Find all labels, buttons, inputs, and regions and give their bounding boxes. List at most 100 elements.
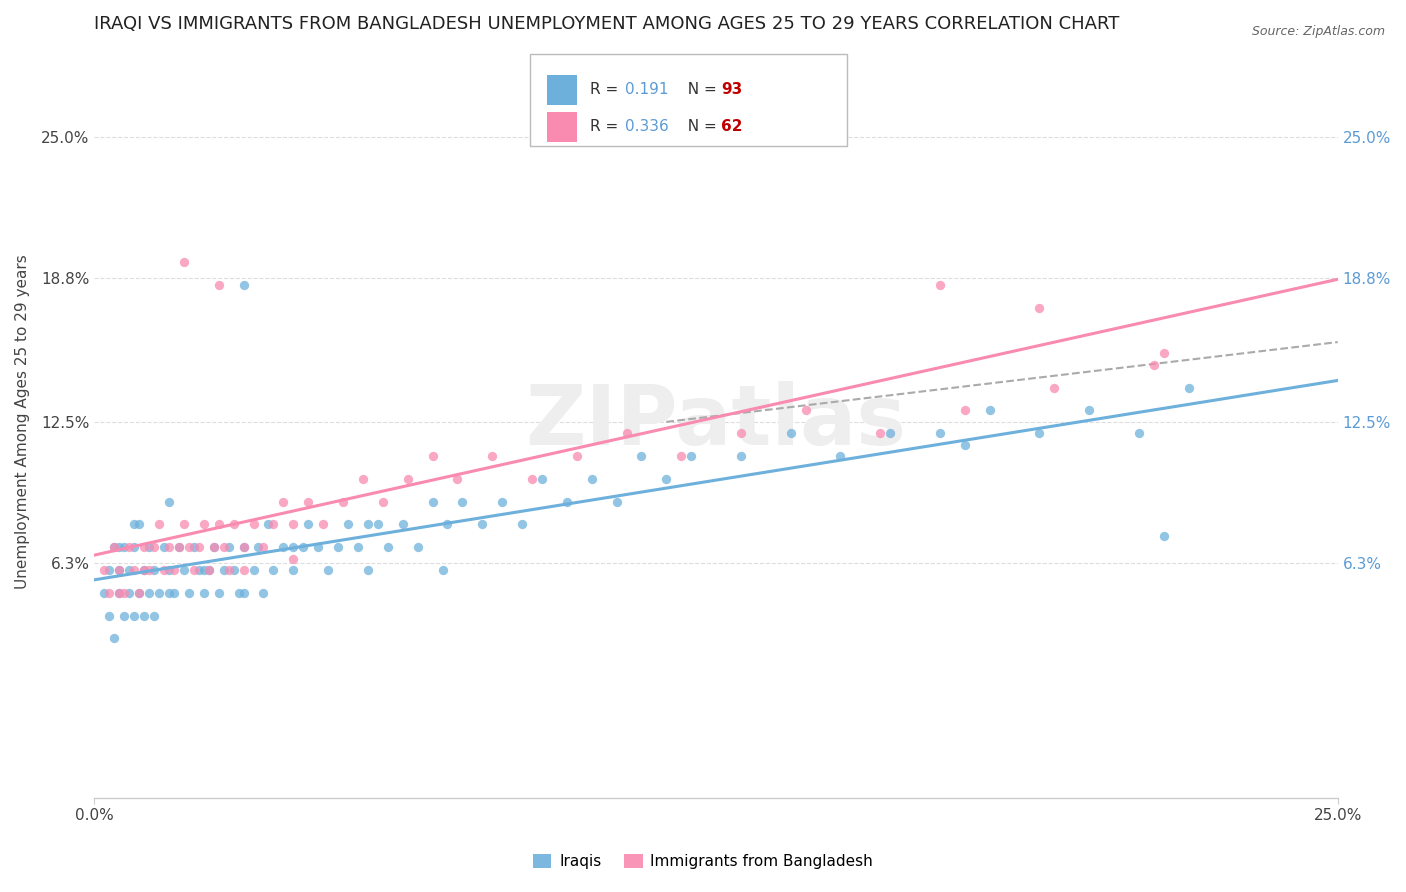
Point bbox=[138, 563, 160, 577]
Legend: Iraqis, Immigrants from Bangladesh: Iraqis, Immigrants from Bangladesh bbox=[527, 848, 879, 875]
Point bbox=[1143, 358, 1166, 372]
Point bbox=[98, 608, 121, 623]
Point bbox=[222, 517, 245, 532]
Point bbox=[979, 403, 1001, 417]
Point bbox=[262, 517, 284, 532]
Point bbox=[730, 449, 752, 463]
Point bbox=[307, 541, 329, 555]
Point bbox=[232, 541, 254, 555]
Point bbox=[451, 494, 474, 508]
Text: Source: ZipAtlas.com: Source: ZipAtlas.com bbox=[1251, 25, 1385, 38]
Point bbox=[422, 449, 444, 463]
Point bbox=[202, 541, 225, 555]
Point bbox=[371, 494, 394, 508]
Point bbox=[167, 541, 190, 555]
Point bbox=[218, 541, 240, 555]
Text: R =: R = bbox=[591, 82, 624, 97]
Point bbox=[108, 586, 131, 600]
Point bbox=[422, 494, 444, 508]
Text: 93: 93 bbox=[721, 82, 742, 97]
Point bbox=[283, 563, 305, 577]
Point bbox=[112, 586, 135, 600]
Point bbox=[208, 278, 231, 293]
Point bbox=[183, 563, 205, 577]
Point bbox=[163, 586, 186, 600]
Point bbox=[143, 608, 166, 623]
Point bbox=[273, 494, 295, 508]
Point bbox=[510, 517, 533, 532]
Point bbox=[187, 541, 209, 555]
Point bbox=[122, 517, 145, 532]
Point bbox=[157, 541, 180, 555]
Point bbox=[606, 494, 628, 508]
Point bbox=[148, 586, 170, 600]
Point bbox=[103, 632, 125, 646]
Point bbox=[1128, 426, 1150, 441]
Point bbox=[208, 517, 231, 532]
Point bbox=[530, 472, 553, 486]
Point bbox=[242, 517, 264, 532]
Point bbox=[128, 586, 150, 600]
Point bbox=[232, 278, 254, 293]
Point bbox=[1078, 403, 1101, 417]
Point bbox=[173, 255, 195, 269]
Point bbox=[157, 494, 180, 508]
Y-axis label: Unemployment Among Ages 25 to 29 years: Unemployment Among Ages 25 to 29 years bbox=[15, 254, 30, 590]
Text: 62: 62 bbox=[721, 120, 742, 135]
Point bbox=[242, 563, 264, 577]
Point bbox=[212, 563, 235, 577]
Point bbox=[352, 472, 374, 486]
Point bbox=[491, 494, 513, 508]
Text: IRAQI VS IMMIGRANTS FROM BANGLADESH UNEMPLOYMENT AMONG AGES 25 TO 29 YEARS CORRE: IRAQI VS IMMIGRANTS FROM BANGLADESH UNEM… bbox=[94, 15, 1119, 33]
Point bbox=[630, 449, 652, 463]
Point bbox=[247, 541, 270, 555]
Point bbox=[481, 449, 503, 463]
Point bbox=[122, 541, 145, 555]
Point bbox=[108, 563, 131, 577]
Point bbox=[98, 563, 121, 577]
Point bbox=[177, 541, 200, 555]
Point bbox=[794, 403, 817, 417]
Point bbox=[928, 426, 950, 441]
Point bbox=[93, 586, 115, 600]
Point bbox=[138, 541, 160, 555]
Point bbox=[112, 541, 135, 555]
Point bbox=[118, 586, 141, 600]
Point bbox=[148, 517, 170, 532]
Point bbox=[292, 541, 315, 555]
Point bbox=[730, 426, 752, 441]
Point bbox=[163, 563, 186, 577]
Point bbox=[232, 563, 254, 577]
Point bbox=[108, 563, 131, 577]
Point bbox=[232, 586, 254, 600]
Text: R =: R = bbox=[591, 120, 624, 135]
Point bbox=[1028, 426, 1050, 441]
Point bbox=[262, 563, 284, 577]
Point bbox=[252, 541, 274, 555]
Point bbox=[153, 541, 176, 555]
Point bbox=[252, 586, 274, 600]
Point bbox=[138, 586, 160, 600]
Text: 0.191: 0.191 bbox=[626, 82, 669, 97]
Point bbox=[183, 541, 205, 555]
Point bbox=[1043, 381, 1066, 395]
Point bbox=[326, 541, 349, 555]
Point bbox=[377, 541, 399, 555]
Point bbox=[187, 563, 209, 577]
Point bbox=[173, 517, 195, 532]
Point bbox=[520, 472, 543, 486]
Point bbox=[257, 517, 280, 532]
Point bbox=[173, 563, 195, 577]
Point bbox=[357, 517, 380, 532]
Point bbox=[283, 517, 305, 532]
Point bbox=[396, 472, 419, 486]
Point bbox=[879, 426, 901, 441]
Point bbox=[565, 449, 588, 463]
Point bbox=[122, 563, 145, 577]
Point bbox=[391, 517, 413, 532]
Point bbox=[555, 494, 578, 508]
Point bbox=[530, 95, 553, 110]
Point bbox=[312, 517, 335, 532]
Point bbox=[132, 563, 155, 577]
Point bbox=[132, 563, 155, 577]
